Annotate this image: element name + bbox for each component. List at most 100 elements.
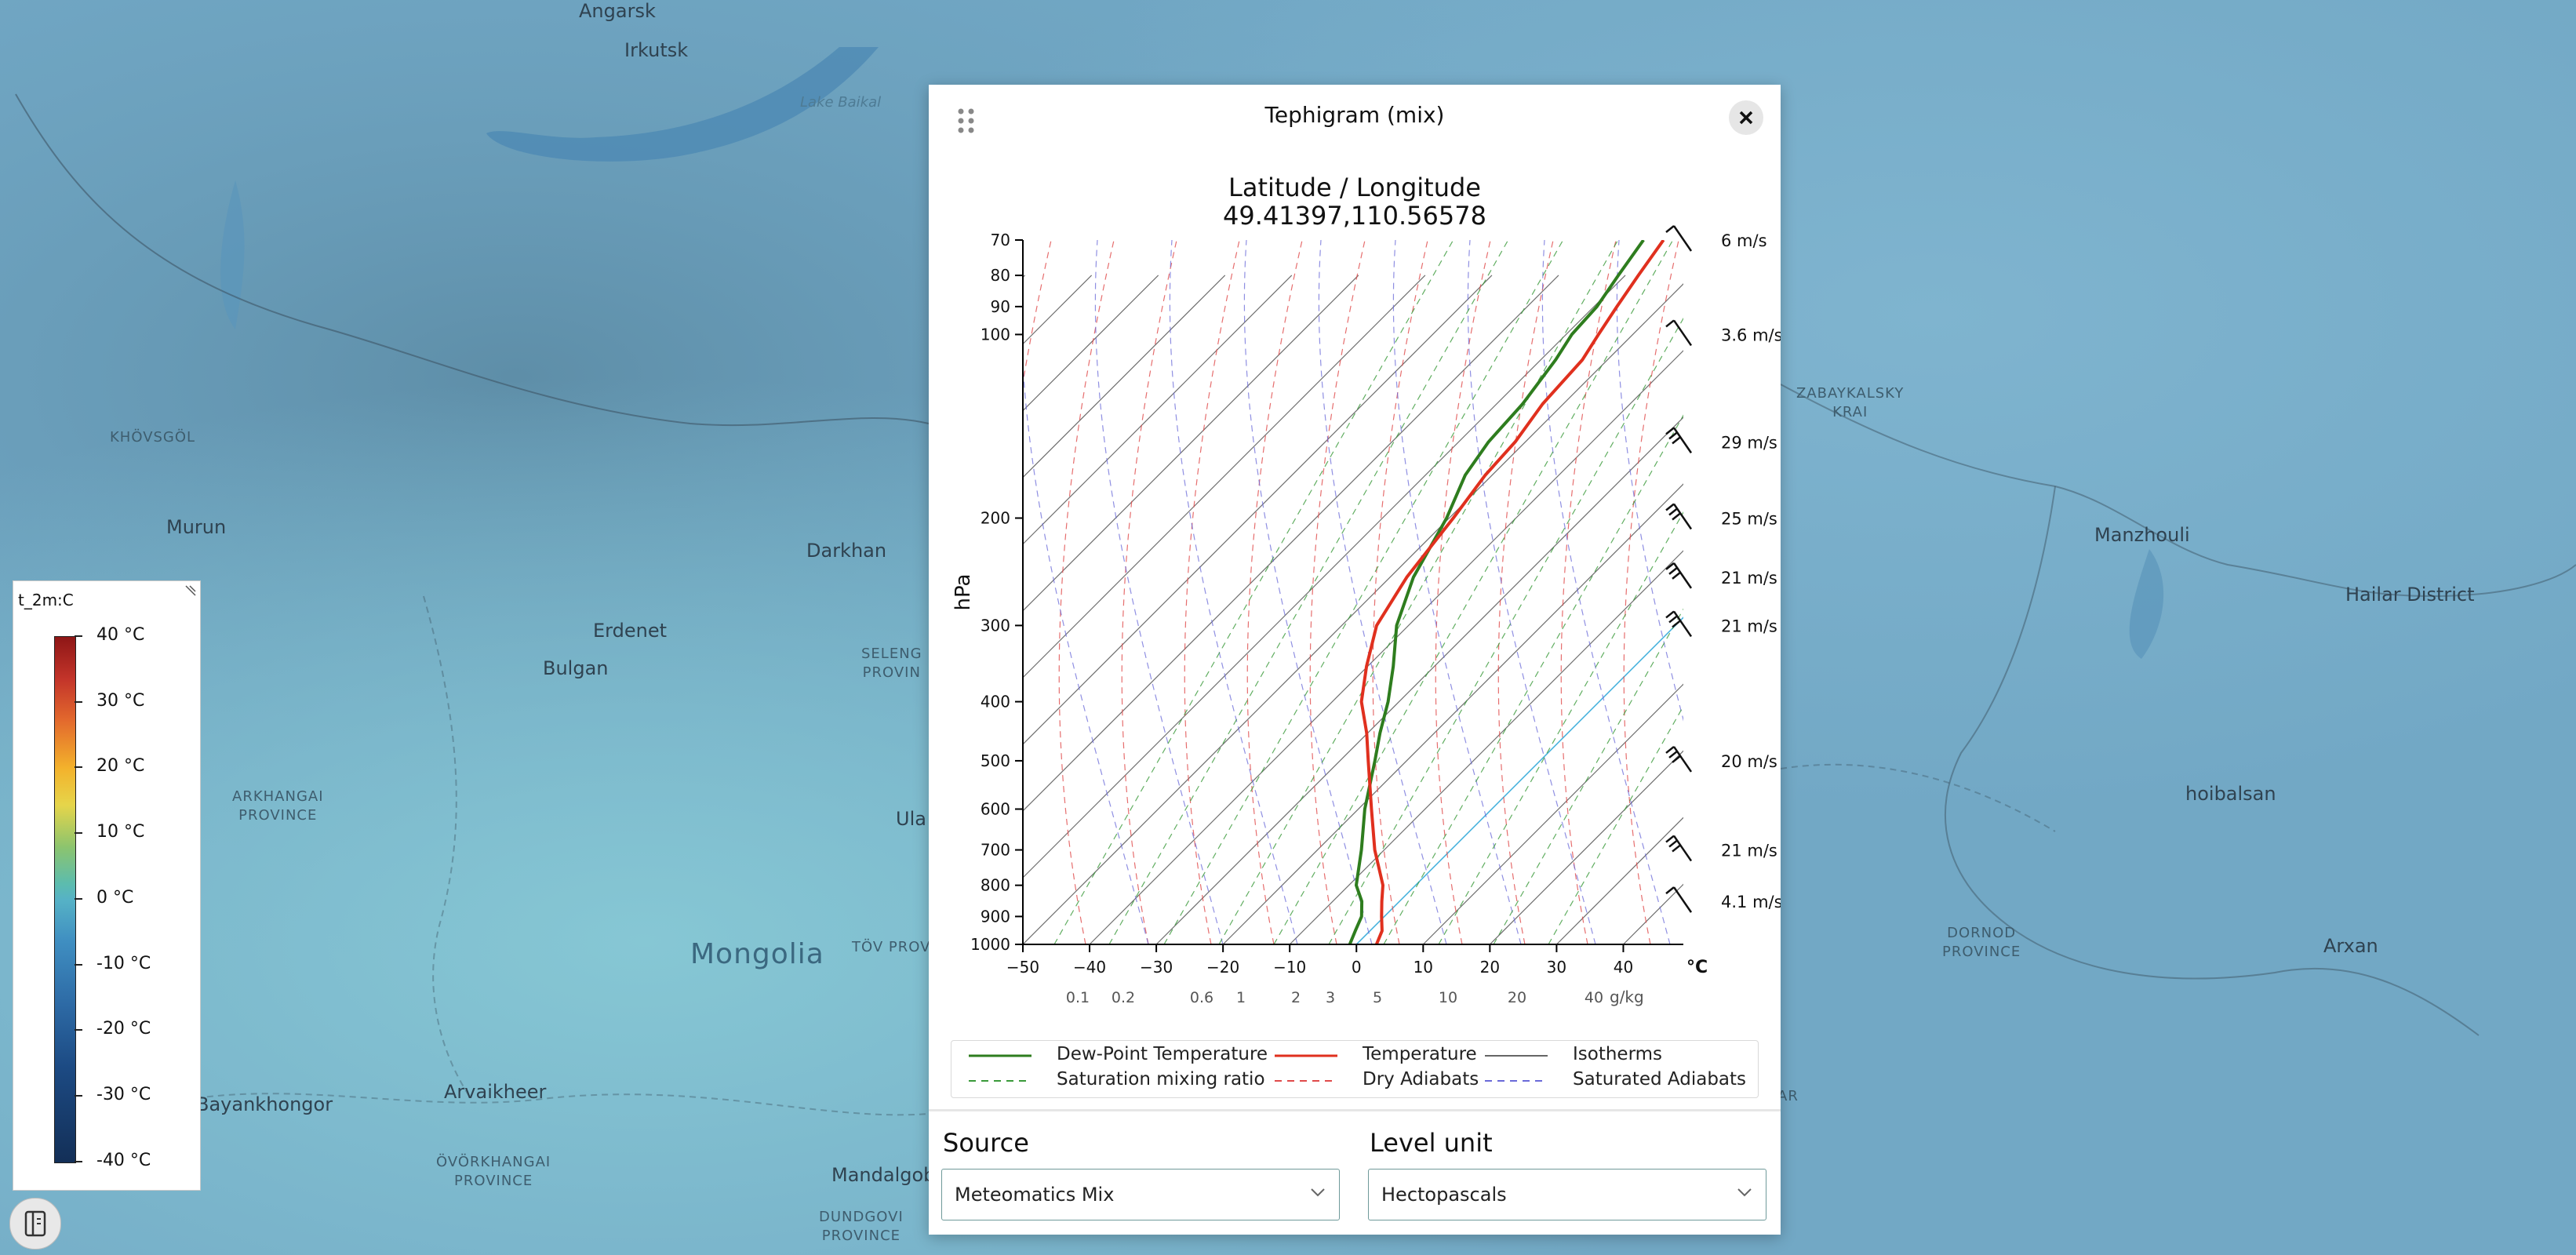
level-unit-select-value: Hectopascals [1381,1184,1507,1206]
saturated-adiabat-line [1169,240,1298,944]
close-button[interactable] [1729,100,1763,135]
map-label-dundgovi-province: DUNDGOVI PROVINCE [819,1209,904,1244]
isotherm-line [1023,275,1226,478]
map-label-hoibalsan: hoibalsan [2185,783,2276,805]
x-tick-label: 10 [1414,958,1433,977]
dry-adiabat-line [1749,162,1781,944]
legend-label-mixing: Saturation mixing ratio [1057,1069,1265,1089]
x-tick-label: −50 [1006,958,1039,977]
source-label: Source [943,1128,1029,1158]
map-label-hailar-district: Hailar District [2345,584,2475,606]
mixing-ratio-tick: 10 [1439,989,1457,1006]
map-label-manzhouli: Manzhouli [2094,524,2190,546]
map-label-mongolia: Mongolia [690,938,824,970]
wind-barb-staff [1672,610,1693,638]
drag-handle-icon[interactable] [955,107,979,135]
isotherm-line [1422,683,1683,944]
source-select[interactable]: Meteomatics Mix [941,1169,1340,1220]
wind-barb-flag [1665,427,1675,435]
legend-label: 0 °C [96,887,134,908]
resize-handle-icon[interactable] [184,584,197,597]
map-label-erdenet: Erdenet [593,620,667,642]
map-label-bulgan: Bulgan [543,657,609,679]
isotherm-line [1023,275,1493,745]
legend-tick [75,635,82,637]
dry-adiabat-line [1623,240,1679,944]
x-tick-label: −20 [1206,958,1239,977]
legend-tick [75,963,82,966]
wind-barb-staff [1672,427,1693,454]
legend-swatch-dewpoint [969,1054,1031,1057]
legend-label: 20 °C [96,756,145,777]
legend-tick [75,832,82,835]
color-legend[interactable]: t_2m:C 40 °C 30 °C 20 °C 10 °C 0 °C -10 °C -20… [13,580,201,1191]
x-tick-label: 0 [1352,958,1362,977]
isotherm-line [1023,275,1359,612]
wind-speed-label: 3.6 m/s [1721,326,1781,344]
legend-tick [75,1029,82,1031]
dry-adiabat-line [1560,240,1617,944]
wind-barb-flag [1668,839,1678,848]
saturated-adiabat-line [1318,240,1447,944]
sidebar-panel-icon [24,1210,46,1237]
legend-tick [75,766,82,769]
legend-title: t_2m:C [18,591,74,609]
tephigram-chart[interactable]: 7080901002003004005006007008009001000hPa… [929,85,1781,1104]
legend-swatch-isotherms [1485,1055,1548,1057]
wind-barb-flag [1668,566,1678,575]
legend-label: 30 °C [96,690,145,711]
map-label-v-rkhangai-province: ÖVÖRKHANGAI PROVINCE [436,1154,551,1189]
saturated-adiabat-line [1392,240,1522,944]
wind-barb-flag [1665,886,1675,895]
latlon-value: 49.41397,110.56578 [1223,201,1486,231]
dewpoint-profile [1348,240,1645,944]
legend-label: -40 °C [96,1150,151,1170]
mixing-ratio-tick: 2 [1291,989,1301,1006]
wind-barb-flag [1665,745,1675,754]
map-label-mandalgob: Mandalgob [831,1164,936,1186]
mixing-ratio-line [1328,317,1683,944]
source-select-value: Meteomatics Mix [955,1184,1115,1206]
legend-label: 10 °C [96,822,145,842]
mixing-ratio-line [1493,608,1683,944]
saturated-adiabat-line [1243,240,1373,944]
saturated-adiabat-line [1541,240,1671,944]
wind-speed-label: 25 m/s [1721,510,1777,529]
legend-swatch-mixing [969,1080,1031,1082]
legend-label-sat-adiabat: Saturated Adiabats [1573,1069,1747,1089]
wind-speed-label: 21 m/s [1721,617,1777,635]
isotherm-line [1155,417,1683,944]
dry-adiabat-line [1435,240,1491,944]
chevron-down-icon [1311,1188,1325,1197]
legend-tick [75,1094,82,1097]
layers-toggle-button[interactable] [9,1198,61,1250]
mixing-ratio-unit: g/kg [1610,988,1644,1006]
wind-barb-staff [1672,503,1693,530]
isotherm-line [1023,275,1293,545]
saturated-adiabat-line [1467,240,1596,944]
isotherm-line [1023,275,1626,878]
x-tick-label: −10 [1273,958,1306,977]
legend-tick [75,1160,82,1162]
legend-label-dewpoint: Dew-Point Temperature [1057,1044,1268,1064]
lake-baikal [486,47,879,162]
y-tick-label: 900 [981,907,1010,926]
dry-adiabat-line [1686,162,1760,944]
x-tick-label: −30 [1140,958,1173,977]
wind-barb-flag [1668,431,1678,440]
map-label-t-v-prov: TÖV PROV [852,939,931,955]
isotherm-line [1023,283,1683,944]
y-tick-label: 700 [981,841,1010,860]
isotherm-line [1489,750,1683,944]
tephigram-dialog: Tephigram (mix) Latitude / Longitude 49.… [929,85,1781,1235]
dry-adiabat-line [1184,240,1240,944]
dry-adiabat-line [1058,240,1115,944]
mixing-ratio-tick: 20 [1508,989,1526,1006]
saturated-adiabat-line [1094,240,1224,944]
mixing-ratio-tick: 5 [1373,989,1382,1006]
y-tick-label: 70 [991,231,1010,249]
dry-adiabat-line [1246,240,1303,944]
isotherm-line [1023,275,1159,412]
wind-barb-flag [1665,562,1675,570]
level-unit-select[interactable]: Hectopascals [1368,1169,1766,1220]
